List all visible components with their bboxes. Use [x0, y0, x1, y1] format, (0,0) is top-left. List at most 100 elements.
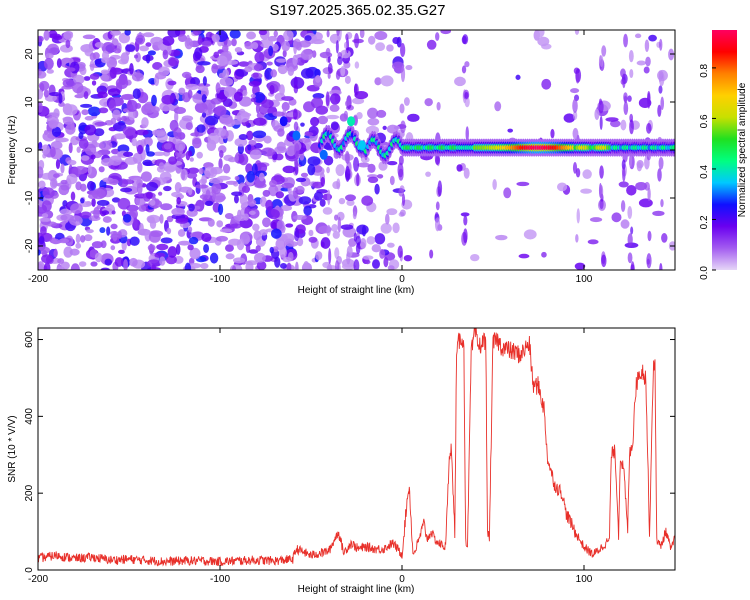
snr-frame — [37, 327, 676, 571]
spectrogram-noise-cell — [201, 90, 208, 96]
spectrogram-noise-cell — [66, 173, 78, 185]
spectrogram-noise-cell — [151, 264, 157, 270]
spectrogram-noise-cell — [283, 30, 294, 41]
spectrogram-noise-cell — [229, 223, 242, 229]
spectrogram-noise-cell — [38, 191, 41, 199]
spectrogram-noise-cell — [315, 75, 321, 83]
spectrogram-noise-cell — [250, 97, 257, 103]
spectrogram-noise-cell — [426, 39, 437, 50]
spectrogram-noise-cell — [386, 44, 394, 52]
spectrogram-noise-cell — [233, 257, 246, 264]
spectrogram-noise-cell — [211, 33, 220, 43]
spectrogram-noise-cell — [42, 131, 56, 142]
spectrogram-noise-cell — [275, 58, 287, 63]
spectrogram-noise-cell — [366, 236, 376, 245]
spectrogram-noise-cell — [154, 198, 160, 206]
spectrogram-noise-cell — [94, 41, 104, 48]
spectrogram-noise-cell — [212, 192, 226, 203]
spectrogram-noise-cell — [171, 207, 185, 216]
spectrogram-noise-cell — [192, 30, 202, 36]
spectrogram-streak-cell — [356, 172, 360, 187]
spectrogram-noise-cell — [254, 182, 267, 189]
spectrogram-noise-cell — [231, 265, 237, 270]
spectrogram-noise-cell — [192, 92, 205, 104]
spectrogram-noise-cell — [340, 49, 351, 59]
spectrogram-noise-cell — [98, 107, 109, 114]
spectrogram-noise-cell — [340, 224, 354, 230]
spectrogram-noise-cell — [210, 166, 223, 175]
spectrogram-noise-cell — [46, 69, 54, 74]
spectrogram-noise-cell — [300, 49, 313, 61]
spectrogram-noise-cell — [219, 150, 224, 159]
spectrogram-streak-cell — [327, 72, 331, 79]
spectrogram-noise-cell — [277, 128, 285, 137]
spectrogram-noise-cell — [218, 72, 225, 79]
spectrogram-streak-cell — [576, 208, 580, 224]
spectrogram-noise-cell — [359, 238, 367, 250]
spectrogram-noise-cell — [147, 244, 156, 252]
spectrogram-streak-cell — [435, 32, 440, 41]
spectrogram-noise-cell — [81, 109, 89, 116]
spectrogram-streak-cell — [623, 101, 629, 116]
spectrogram-noise-cell — [184, 262, 192, 270]
spectrogram-noise-cell — [286, 262, 292, 270]
spectrogram-noise-cell — [137, 162, 143, 173]
spectrogram-noise-cell — [282, 49, 287, 58]
snr-x-ticks: -200 -100 0 100 — [28, 328, 593, 585]
spectrogram-noise-cell — [168, 156, 178, 165]
spectrogram-signal-blob — [292, 130, 301, 141]
spectrogram-noise-cell — [300, 172, 309, 178]
spectrogram-noise-cell — [495, 234, 508, 241]
spectrogram-streak-cell — [293, 121, 299, 132]
spectrogram-noise-cell — [280, 204, 293, 212]
spectrogram-noise-cell — [91, 80, 97, 86]
snr-y-label: SNR (10 * V/V) — [7, 415, 18, 482]
spectrogram-noise-cell — [374, 31, 388, 41]
y-tick-label: 0 — [24, 567, 35, 573]
spectrogram-noise-cell — [197, 85, 209, 91]
spectrogram-noise-cell — [48, 91, 62, 97]
spectrogram-noise-cell — [263, 135, 272, 144]
spectrogram-noise-cell — [303, 205, 313, 216]
spectrogram-noise-cell — [62, 78, 75, 88]
spectrogram-noise-cell — [94, 121, 108, 126]
spectrogram-noise-cell — [335, 164, 345, 177]
spectrogram-noise-cell — [287, 66, 295, 77]
spectrogram-noise-cell — [58, 238, 70, 244]
spectrogram-noise-cell — [268, 45, 274, 57]
spectrogram-noise-cell — [494, 101, 502, 112]
spectrogram-noise-cell — [204, 115, 219, 126]
spectrogram-streak-cell — [627, 205, 633, 219]
spectrogram-noise-cell — [310, 97, 324, 109]
spectrogram-noise-cell — [145, 191, 153, 199]
spectrogram-noise-cell — [380, 75, 394, 87]
spectrogram-noise-cell — [304, 132, 314, 137]
spectrogram-noise-cell — [332, 230, 340, 239]
spectrogram-noise-cell — [143, 136, 153, 147]
spectrogram-streak-cell — [325, 47, 331, 57]
spectrogram-noise-cell — [296, 237, 304, 247]
spectrogram-noise-cell — [125, 44, 136, 52]
spectrogram-noise-cell — [386, 161, 398, 166]
spectrogram-noise-cell — [611, 212, 622, 223]
spectrogram-noise-cell — [117, 58, 129, 65]
spectrogram-noise-cell — [523, 229, 537, 240]
spectrogram-noise-cell — [115, 77, 129, 90]
spectrogram-x-label: Height of straight line (km) — [298, 285, 415, 296]
spectrogram-noise-cell — [582, 169, 592, 179]
spectrogram-noise-cell — [251, 163, 258, 176]
spectrogram-noise-cell — [374, 77, 382, 86]
spectrogram-streak-cell — [658, 71, 665, 87]
spectrogram-noise-cell — [101, 50, 110, 61]
spectrogram-noise-cell — [196, 151, 203, 159]
spectrogram-streak-cell — [657, 168, 662, 182]
spectrogram-noise-cell — [38, 261, 45, 270]
spectrogram-noise-cell — [372, 259, 380, 269]
spectrogram-streak-cell — [326, 224, 331, 237]
x-tick-label: 0 — [399, 574, 405, 585]
spectrogram-noise-cell — [41, 213, 49, 219]
spectrogram-noise-cell — [70, 191, 76, 201]
spectrogram-noise-cell — [312, 181, 324, 189]
spectrogram-noise-cell — [249, 149, 262, 160]
spectrogram-streak-cell — [646, 253, 652, 269]
